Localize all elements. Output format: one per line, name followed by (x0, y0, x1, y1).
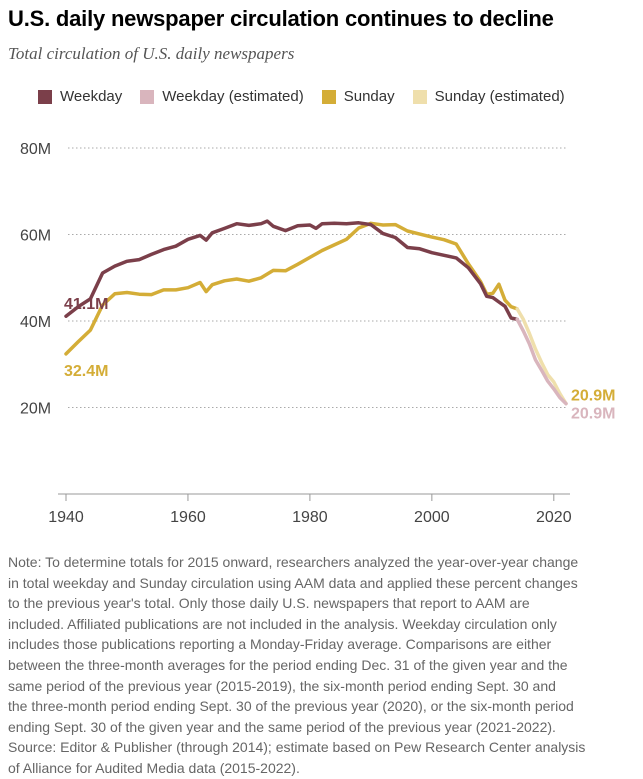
x-tick-label: 2020 (536, 509, 572, 526)
data-label: 32.4M (64, 363, 108, 380)
legend-item-sunday: Sunday (321, 88, 395, 105)
data-label: 41.1M (64, 296, 108, 313)
x-tick-label: 2000 (414, 509, 450, 526)
note-line: between the three-month averages for the… (8, 656, 568, 673)
legend: Weekday Weekday (estimated) Sunday Sunda… (38, 88, 583, 105)
series-line-sunday (64, 221, 519, 356)
note-line: the three-month period ending Sept. 30 o… (8, 698, 574, 715)
legend-label-weekday-estimated: Weekday (estimated) (162, 88, 304, 105)
legend-label-weekday: Weekday (60, 88, 123, 105)
legend-swatch-weekday-estimated (140, 89, 155, 104)
x-tick-label: 1960 (170, 509, 206, 526)
line-chart: 20M 40M 60M 80M 1940 1960 1980 2000 2020 41.1M 32.… (20, 141, 615, 526)
legend-item-weekday: Weekday (38, 88, 122, 105)
series-line-sunday-estimated (515, 307, 568, 406)
y-tick-label: 80M (20, 141, 51, 158)
legend-swatch-sunday-estimated (412, 89, 427, 104)
y-tick-label: 20M (20, 401, 51, 418)
legend-swatch-sunday (321, 89, 336, 104)
note-line: included. Affiliated publications are no… (8, 615, 557, 632)
legend-label-sunday: Sunday (343, 88, 395, 105)
data-label: 20.9M (571, 388, 615, 405)
note-line: to the previous year's total. Only those… (8, 595, 530, 612)
chart-note: Note: To determine totals for 2015 onwar… (8, 552, 638, 779)
chart-subtitle: Total circulation of U.S. daily newspape… (8, 44, 295, 63)
note-line: Note: To determine totals for 2015 onwar… (8, 554, 579, 570)
legend-item-weekday-estimated: Weekday (estimated) (140, 88, 304, 105)
note-line: of Alliance for Audited Media data (2015… (8, 759, 300, 776)
legend-label-sunday-estimated: Sunday (estimated) (434, 88, 565, 105)
legend-swatch-weekday (38, 89, 52, 104)
data-label: 20.9M (571, 406, 615, 423)
note-line: ending Sept. 30 of the given year and th… (8, 718, 556, 735)
y-tick-label: 60M (20, 228, 51, 245)
y-tick-label: 40M (20, 314, 51, 331)
chart-title: U.S. daily newspaper circulation continu… (8, 6, 554, 31)
x-tick-label: 1940 (48, 509, 84, 526)
series-line-weekday (64, 219, 519, 322)
legend-item-sunday-estimated: Sunday (estimated) (412, 88, 565, 105)
note-line: includes those publications reporting a … (8, 636, 552, 653)
note-line: in total weekday and Sunday circulation … (8, 574, 578, 591)
note-line: Source: Editor & Publisher (through 2014… (8, 739, 586, 756)
series-line-weekday-estimated (515, 317, 568, 406)
note-line: same period of the previous year (2015-2… (8, 677, 556, 694)
x-tick-label: 1980 (292, 509, 328, 526)
